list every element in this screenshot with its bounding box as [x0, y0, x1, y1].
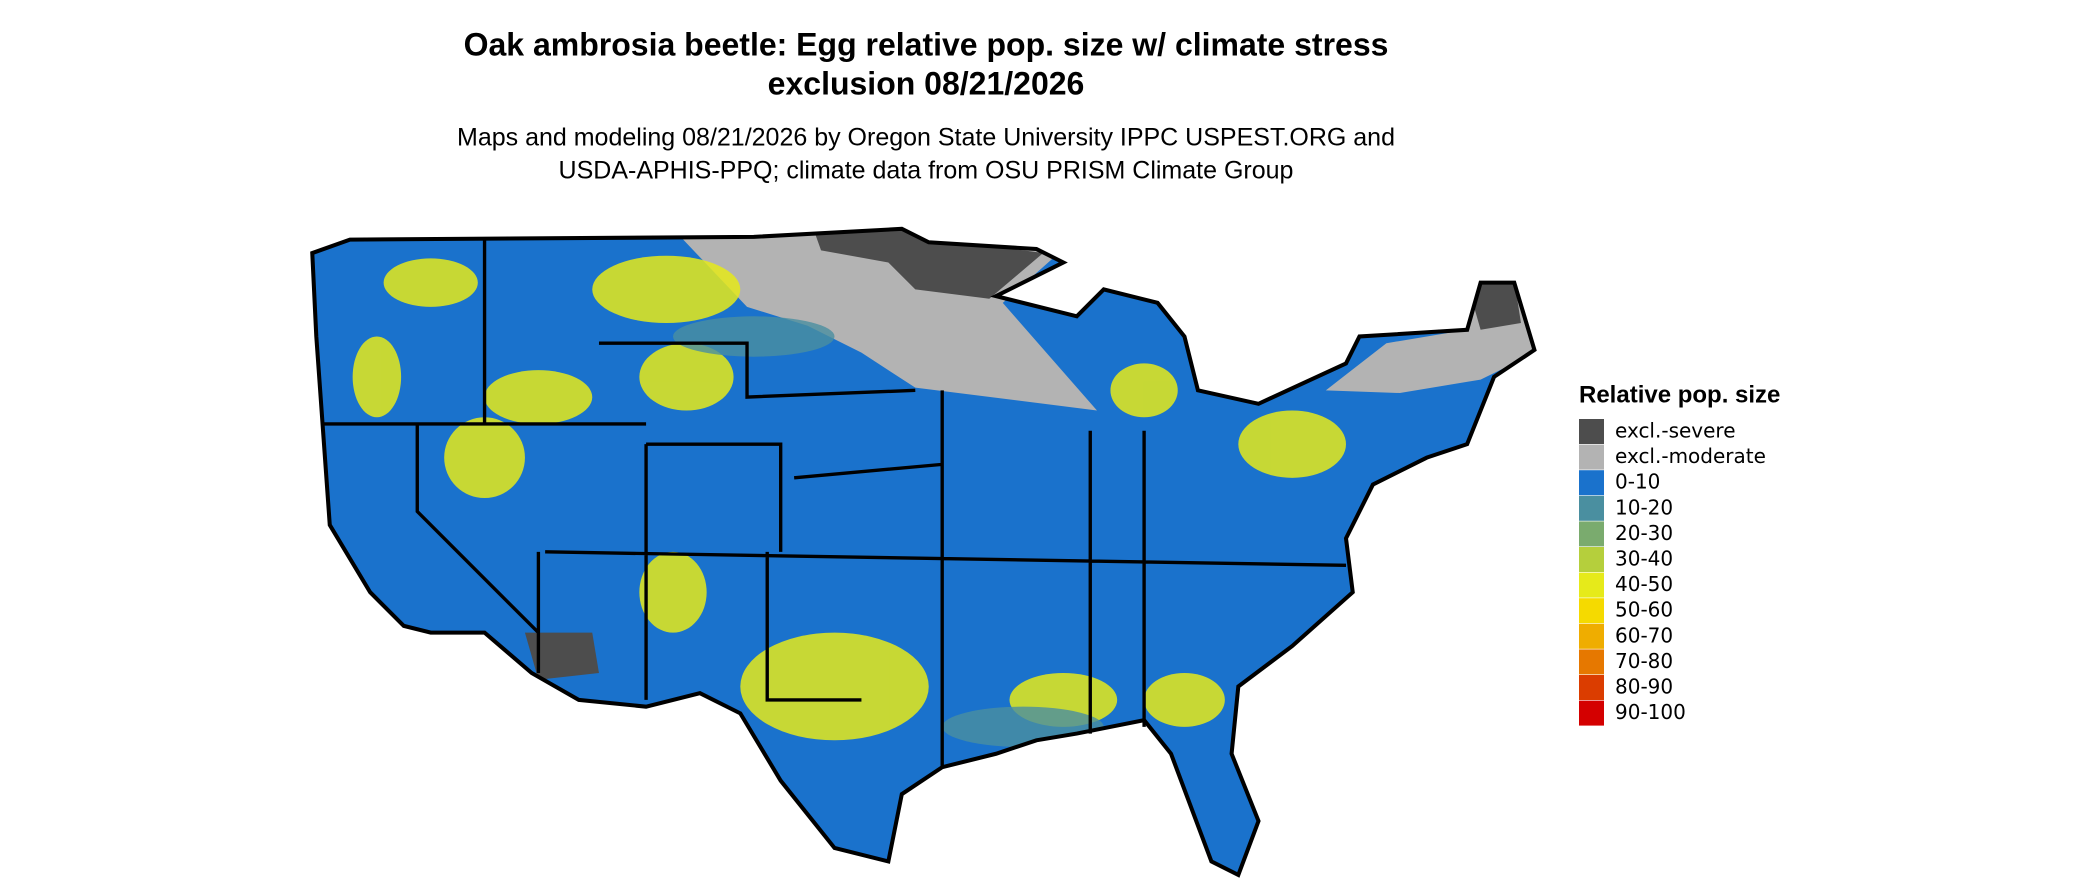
legend-label: 40-50 — [1615, 572, 1673, 596]
subtitle: USDA-APHIS-PPQ; climate data from OSU PR… — [559, 157, 1294, 185]
legend-swatch — [1579, 572, 1604, 598]
legend-label: 90-100 — [1615, 700, 1686, 724]
legend-swatch — [1579, 444, 1604, 470]
legend-label: 60-70 — [1615, 623, 1673, 647]
legend-swatch — [1579, 649, 1604, 675]
legend-swatch — [1579, 470, 1604, 496]
legend-swatch — [1579, 547, 1604, 572]
title: exclusion 08/21/2026 — [768, 65, 1085, 101]
legend-label: 80-90 — [1615, 675, 1673, 699]
legend-label: 30-40 — [1615, 547, 1673, 571]
legend-swatch — [1579, 419, 1604, 444]
title: Oak ambrosia beetle: Egg relative pop. s… — [464, 26, 1389, 62]
legend-swatch — [1579, 700, 1604, 726]
legend-label: excl.-severe — [1615, 419, 1736, 443]
legend-label: 10-20 — [1615, 495, 1673, 519]
legend-label: 0-10 — [1615, 470, 1660, 494]
legend: excl.-severeexcl.-moderate0-1010-2020-30… — [1579, 419, 1766, 726]
state-lines — [323, 239, 1347, 768]
legend-swatch — [1579, 598, 1604, 624]
legend-swatch — [1579, 623, 1604, 649]
legend-label: excl.-moderate — [1615, 444, 1766, 468]
legend-swatch — [1579, 675, 1604, 700]
legend-title: Relative pop. size — [1579, 381, 1780, 408]
legend-swatch — [1579, 521, 1604, 547]
subtitle: Maps and modeling 08/21/2026 by Oregon S… — [457, 124, 1395, 152]
legend-label: 50-60 — [1615, 598, 1673, 622]
legend-label: 20-30 — [1615, 521, 1673, 545]
legend-label: 70-80 — [1615, 649, 1673, 673]
legend-swatch — [1579, 495, 1604, 521]
map — [296, 215, 1561, 892]
